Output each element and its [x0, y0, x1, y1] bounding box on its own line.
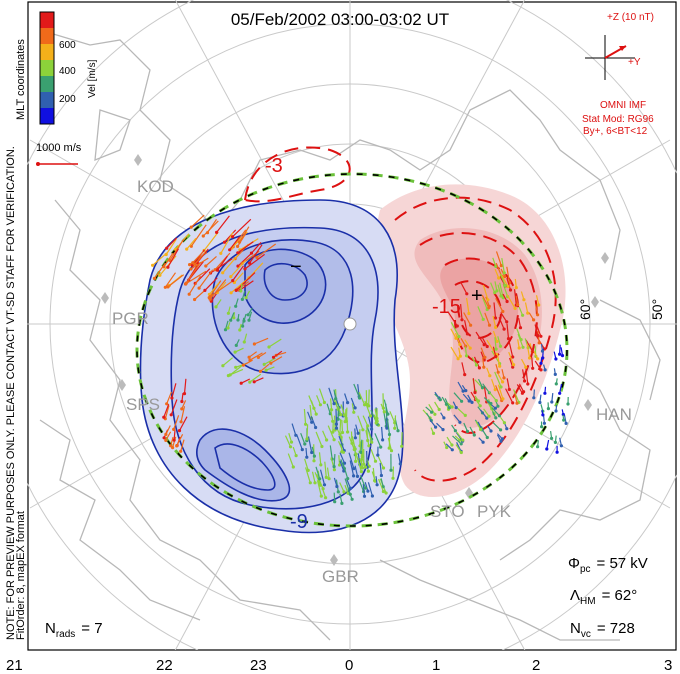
- contour-label-minus3: -3: [265, 155, 283, 177]
- scale-vector-label: 1000 m/s: [36, 142, 82, 154]
- mlt-label-3: 3: [664, 657, 672, 674]
- pole-marker: [343, 317, 357, 331]
- imf-bz-label: +Z (10 nT): [607, 12, 654, 23]
- map-title: 05/Feb/2002 03:00-03:02 UT: [231, 10, 449, 29]
- imf-condition: By+, 6<BT<12: [583, 126, 648, 137]
- potential-min-marker: −: [290, 256, 302, 278]
- station-label-han: HAN: [596, 405, 632, 424]
- lat-label-60: 60°: [577, 299, 593, 320]
- imf-by-label: +Y: [628, 57, 641, 68]
- velocity-vectors: [151, 214, 570, 505]
- station-label-sps: SPS: [126, 395, 160, 414]
- potential-max-marker: +: [471, 285, 483, 307]
- station-label-gbr: GBR: [322, 567, 359, 586]
- cross-polar-potential: Φpc = 57 kV: [568, 555, 648, 575]
- station-label-kod: KOD: [137, 177, 174, 196]
- scale-vector: 1000 m/s: [36, 142, 82, 166]
- stats-block: Φpc = 57 kV ΛHM = 62° Nvc = 728 Nrads = 7: [45, 555, 648, 640]
- mlt-label-23: 23: [250, 657, 267, 674]
- colorbar-tick-200: 200: [59, 94, 76, 105]
- mlt-axis: 21 22 23 0 1 2 3: [6, 657, 672, 674]
- colorbar-tick-600: 600: [59, 40, 76, 51]
- hm-latitude: ΛHM = 62°: [570, 587, 637, 607]
- colorbar-title: Vel [m/s]: [87, 59, 98, 98]
- station-label-pgr: PGR: [112, 309, 149, 328]
- coordinate-label: MLT coordinates: [15, 39, 27, 120]
- mlt-label-2: 2: [532, 657, 540, 674]
- radar-count: Nrads = 7: [45, 620, 103, 640]
- mlt-label-1: 1: [432, 657, 440, 674]
- lat-label-50: 50°: [649, 299, 665, 320]
- vector-count: Nvc = 728: [570, 620, 635, 640]
- mlt-label-22: 22: [156, 657, 173, 674]
- contour-label-minus15: -15: [432, 296, 461, 318]
- station-markers: [101, 154, 609, 566]
- mlt-label-21: 21: [6, 657, 23, 674]
- imf-source: OMNI IMF: [600, 100, 646, 111]
- mlt-label-0: 0: [345, 657, 353, 674]
- colorbar-tick-400: 400: [59, 66, 76, 77]
- stat-model: Stat Mod: RG96: [582, 114, 654, 125]
- velocity-colorbar: 600 400 200 Vel [m/s]: [39, 11, 98, 125]
- hm-boundary-dash: [136, 173, 568, 527]
- fit-order-note: FitOrder: 8, mapEX format: [15, 511, 27, 640]
- station-label-pyk: PYK: [477, 502, 512, 521]
- contour-label-minus9: -9: [290, 511, 308, 533]
- preview-note: NOTE: FOR PREVIEW PURPOSES ONLY. PLEASE …: [5, 146, 17, 640]
- imf-dial: +Z (10 nT) +Y OMNI IMF Stat Mod: RG96 By…: [582, 12, 654, 137]
- station-label-sto: STO: [430, 502, 465, 521]
